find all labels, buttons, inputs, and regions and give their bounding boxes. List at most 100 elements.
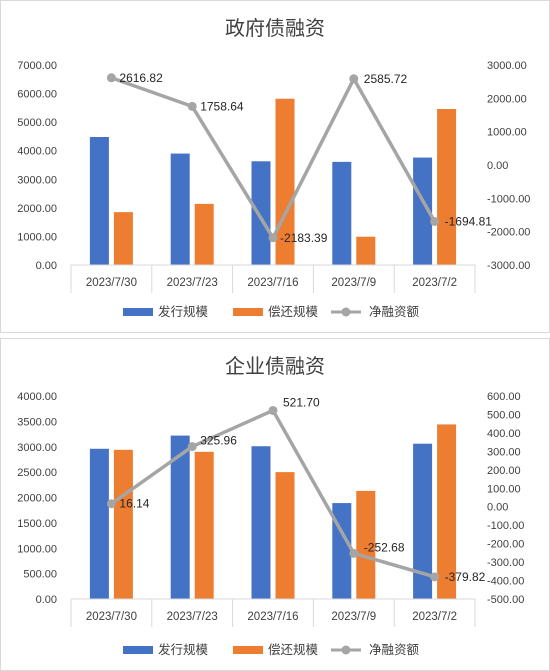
legend-swatch <box>233 308 263 316</box>
y-tick-label: 2000.00 <box>17 203 57 215</box>
data-label: 521.70 <box>283 395 320 409</box>
chart-title: 政府债融资 <box>225 16 325 40</box>
y-tick-label: 3500.00 <box>17 416 57 428</box>
chart-corporate-bonds: 企业债融资 4000.00 3500.00 3000.00 2500.00 2000.00… <box>17 354 524 657</box>
data-label: 1758.64 <box>200 99 244 113</box>
data-label: -379.82 <box>445 570 486 584</box>
net-financing-point <box>106 499 116 509</box>
net-financing-point <box>106 73 116 83</box>
net-financing-point <box>430 216 440 226</box>
legend-label: 偿还规模 <box>268 642 319 657</box>
y-tick-label: 1500.00 <box>17 518 57 530</box>
x-tick-label: 2023/7/16 <box>247 611 298 623</box>
y2-tick-label: 200.00 <box>487 465 521 477</box>
y2-tick-label: -200.00 <box>487 539 524 551</box>
y2-tick-label: 300.00 <box>487 446 521 458</box>
data-label: 325.96 <box>200 434 237 448</box>
bar <box>113 212 133 265</box>
net-financing-point <box>349 548 359 558</box>
y2-tick-label: -3000.00 <box>487 260 530 272</box>
bar <box>170 435 190 599</box>
bar <box>194 203 214 265</box>
legend-label: 发行规模 <box>158 642 209 657</box>
legend-marker <box>341 645 351 655</box>
x-tick-label: 2023/7/9 <box>331 611 376 623</box>
x-tick-label: 2023/7/30 <box>86 611 137 623</box>
net-financing-line <box>110 76 437 240</box>
net-financing-point <box>430 572 440 582</box>
y2-tick-label: 0.00 <box>487 160 508 172</box>
chart-title: 企业债融资 <box>225 354 325 378</box>
bar <box>170 153 190 265</box>
bar <box>356 490 376 599</box>
y-tick-label: 1000.00 <box>17 231 57 243</box>
x-tick-label: 2023/7/2 <box>412 277 457 289</box>
y2-tick-label: -400.00 <box>487 576 524 588</box>
y2-tick-label: -100.00 <box>487 520 524 532</box>
y-tick-label: 5000.00 <box>17 117 57 129</box>
bar <box>437 424 457 599</box>
y-tick-label: 6000.00 <box>17 89 57 101</box>
net-financing-point <box>187 442 197 452</box>
legend-label: 偿还规模 <box>268 304 319 319</box>
y2-tick-label: -2000.00 <box>487 227 530 239</box>
y-tick-label: 500.00 <box>23 569 57 581</box>
y2-tick-label: -1000.00 <box>487 193 530 205</box>
net-financing-point <box>268 233 278 243</box>
y2-tick-label: 3000.00 <box>487 60 527 72</box>
legend-marker <box>341 307 351 317</box>
y2-tick-label: -300.00 <box>487 557 524 569</box>
x-tick-label: 2023/7/30 <box>86 277 137 289</box>
bar <box>89 448 109 599</box>
y2-tick-label: 600.00 <box>487 391 521 403</box>
legend-swatch <box>123 308 153 316</box>
y-tick-label: 2500.00 <box>17 467 57 479</box>
y-tick-label: 2000.00 <box>17 493 57 505</box>
y-tick-label: 1000.00 <box>17 543 57 555</box>
data-label: 16.14 <box>119 497 149 511</box>
chart-government-bonds: 政府债融资 7000.00 6000.00 5000.00 4000.00 3000.00… <box>17 16 530 319</box>
y-tick-label: 3000.00 <box>17 442 57 454</box>
legend-label: 净融资额 <box>369 304 420 319</box>
x-tick-label: 2023/7/23 <box>167 277 218 289</box>
y2-tick-label: 400.00 <box>487 428 521 440</box>
legend-label: 发行规模 <box>158 304 209 319</box>
y2-tick-label: -500.00 <box>487 594 524 606</box>
x-tick-label: 2023/7/9 <box>331 277 376 289</box>
y2-tick-label: 100.00 <box>487 483 521 495</box>
bar <box>413 443 433 599</box>
y2-tick-label: 500.00 <box>487 409 521 421</box>
bar <box>356 236 376 265</box>
bar <box>194 451 214 599</box>
data-label: 2616.82 <box>119 71 163 85</box>
bar <box>413 157 433 265</box>
legend-swatch <box>123 646 153 654</box>
x-tick-label: 2023/7/23 <box>167 611 218 623</box>
bar <box>332 161 352 265</box>
data-label: 2585.72 <box>364 72 408 86</box>
data-label: -1694.81 <box>445 214 493 228</box>
bar <box>251 446 271 599</box>
chart-panel-corporate-bonds: 企业债融资 4000.00 3500.00 3000.00 2500.00 2000.00… <box>0 338 550 671</box>
y2-tick-label: 1000.00 <box>487 127 527 139</box>
net-financing-point <box>349 74 359 84</box>
y-tick-label: 7000.00 <box>17 60 57 72</box>
data-label: -2183.39 <box>280 231 328 245</box>
chart-panel-government-bonds: 政府债融资 7000.00 6000.00 5000.00 4000.00 3000.00… <box>0 0 550 333</box>
bar <box>437 109 457 265</box>
y-tick-label: 0.00 <box>36 260 57 272</box>
x-tick-label: 2023/7/16 <box>247 277 298 289</box>
legend-swatch <box>233 646 263 654</box>
y-tick-label: 4000.00 <box>17 391 57 403</box>
net-financing-point <box>268 405 278 415</box>
bar <box>275 472 295 599</box>
legend-label: 净融资额 <box>369 642 420 657</box>
net-financing-point <box>187 101 197 111</box>
y-tick-label: 4000.00 <box>17 146 57 158</box>
y-tick-label: 3000.00 <box>17 174 57 186</box>
bar <box>113 449 133 599</box>
x-tick-label: 2023/7/2 <box>412 611 457 623</box>
bar <box>251 161 271 265</box>
y2-tick-label: 2000.00 <box>487 93 527 105</box>
bar <box>89 137 109 265</box>
